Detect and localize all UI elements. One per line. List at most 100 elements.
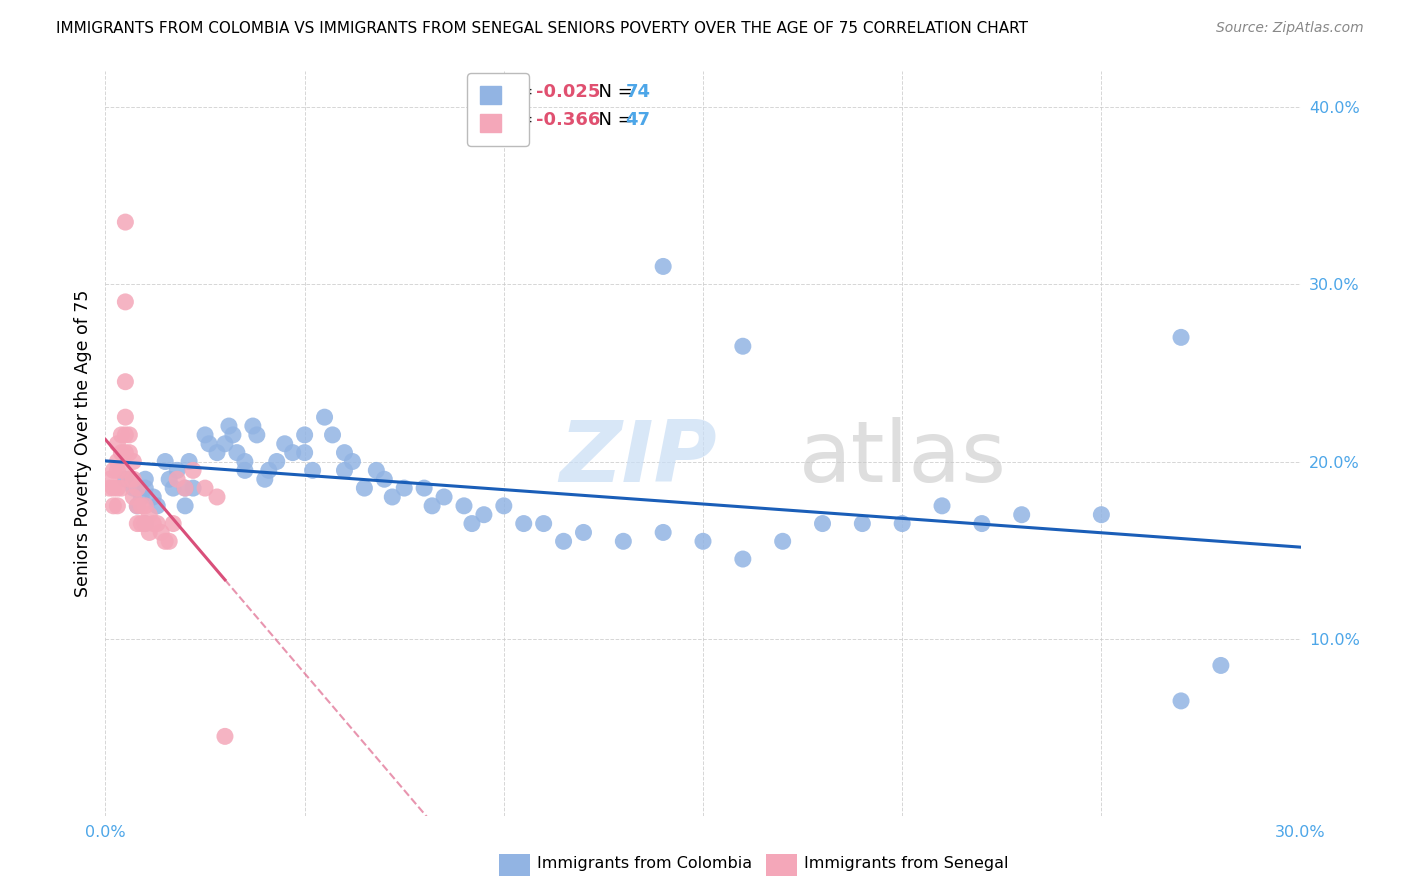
Point: [198, 436, 221, 450]
Point: [107, 454, 129, 468]
Point: [122, 454, 145, 468]
Point: [1011, 508, 1033, 522]
Text: N =: N =: [588, 83, 638, 101]
Point: [513, 516, 536, 531]
Point: [257, 463, 280, 477]
Point: [333, 445, 356, 459]
Point: [533, 516, 555, 531]
Legend:  ,  : ,: [467, 73, 529, 146]
Text: Source: ZipAtlas.com: Source: ZipAtlas.com: [1216, 21, 1364, 35]
Point: [110, 481, 132, 495]
Point: [453, 499, 475, 513]
Point: [166, 472, 188, 486]
Point: [342, 454, 364, 468]
Text: -0.366: -0.366: [536, 111, 600, 128]
Point: [118, 428, 141, 442]
Point: [150, 525, 173, 540]
Point: [98, 472, 121, 486]
Point: [731, 552, 754, 566]
Point: [142, 516, 165, 531]
Point: [98, 481, 121, 495]
Point: [146, 516, 169, 531]
Point: [114, 428, 136, 442]
Text: R =: R =: [501, 111, 538, 128]
Point: [103, 463, 125, 477]
Point: [114, 215, 136, 229]
Point: [110, 463, 132, 477]
Point: [266, 454, 288, 468]
Point: [110, 428, 132, 442]
Point: [294, 428, 316, 442]
Point: [162, 516, 184, 531]
Point: [153, 534, 177, 549]
Point: [652, 260, 675, 274]
Point: [553, 534, 575, 549]
Point: [731, 339, 754, 353]
Y-axis label: Seniors Poverty Over the Age of 75: Seniors Poverty Over the Age of 75: [73, 290, 91, 598]
Point: [134, 516, 156, 531]
Point: [127, 499, 149, 513]
Point: [294, 445, 316, 459]
Point: [162, 481, 184, 495]
Point: [138, 508, 160, 522]
Point: [472, 508, 495, 522]
Point: [392, 481, 416, 495]
Point: [127, 499, 149, 513]
Point: [253, 472, 276, 486]
Point: [166, 463, 188, 477]
Point: [122, 472, 145, 486]
Point: [114, 472, 136, 486]
Point: [891, 516, 914, 531]
Point: [366, 463, 388, 477]
Text: 74: 74: [626, 83, 651, 101]
Point: [177, 454, 201, 468]
Point: [1090, 508, 1112, 522]
Point: [492, 499, 515, 513]
Point: [333, 463, 356, 477]
Text: 47: 47: [626, 111, 651, 128]
Point: [114, 445, 136, 459]
Point: [194, 481, 217, 495]
Point: [314, 410, 336, 425]
Point: [174, 499, 197, 513]
Point: [107, 499, 129, 513]
Point: [1209, 658, 1232, 673]
Point: [118, 472, 141, 486]
Point: [134, 516, 156, 531]
Point: [103, 481, 125, 495]
Text: atlas: atlas: [799, 417, 1007, 500]
Point: [281, 445, 304, 459]
Point: [129, 499, 153, 513]
Point: [129, 516, 153, 531]
Point: [420, 499, 443, 513]
Point: [692, 534, 714, 549]
Point: [214, 730, 236, 744]
Point: [118, 445, 141, 459]
Point: [233, 463, 256, 477]
Point: [157, 534, 180, 549]
Point: [461, 516, 484, 531]
Text: Immigrants from Senegal: Immigrants from Senegal: [804, 856, 1008, 871]
Point: [214, 436, 236, 450]
Point: [931, 499, 953, 513]
Point: [114, 375, 136, 389]
Point: [1170, 330, 1192, 344]
Point: [181, 463, 204, 477]
Text: -0.025: -0.025: [536, 83, 600, 101]
Point: [157, 472, 180, 486]
Point: [970, 516, 993, 531]
Point: [321, 428, 344, 442]
Point: [194, 428, 217, 442]
Point: [153, 454, 177, 468]
Point: [205, 490, 228, 504]
Point: [222, 428, 245, 442]
Point: [181, 481, 204, 495]
Point: [142, 490, 165, 504]
Point: [146, 499, 169, 513]
Point: [127, 481, 149, 495]
Point: [246, 428, 269, 442]
Point: [114, 410, 136, 425]
Point: [107, 463, 129, 477]
Point: [612, 534, 634, 549]
Point: [811, 516, 834, 531]
